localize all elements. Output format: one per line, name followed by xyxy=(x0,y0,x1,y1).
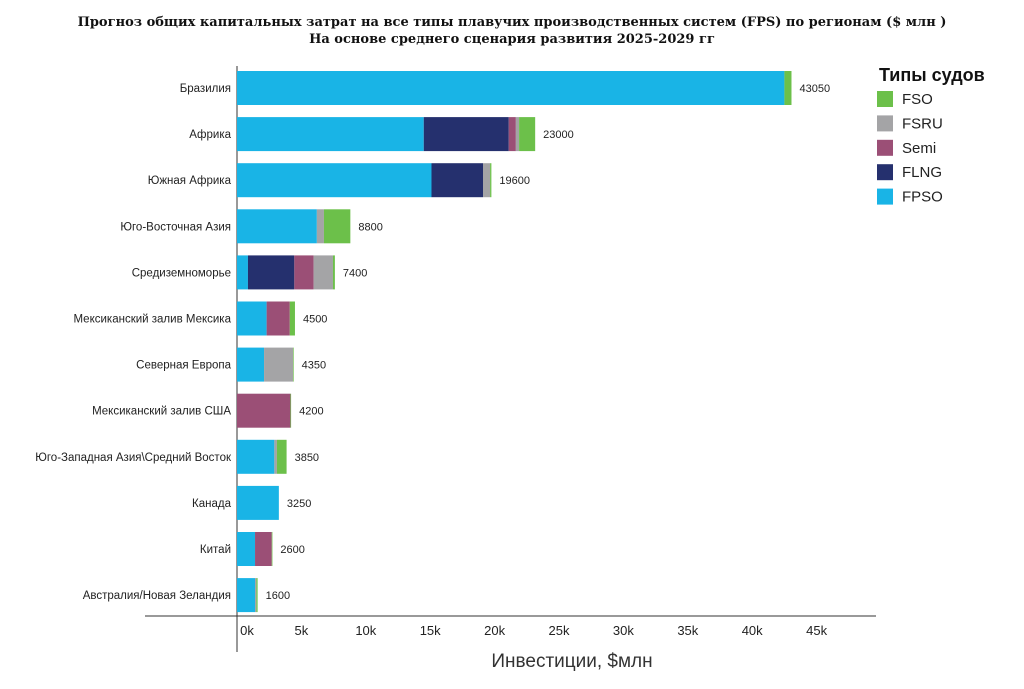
bar-segment-fsru xyxy=(483,163,491,198)
total-value-label: 43050 xyxy=(799,83,830,95)
chart-title-line1: Прогноз общих капитальных затрат на все … xyxy=(77,15,947,30)
category-label: Южная Африка xyxy=(148,175,232,187)
legend-swatch-fso xyxy=(877,91,893,107)
total-value-label: 8800 xyxy=(358,221,382,233)
bar-segment-flng xyxy=(431,163,484,198)
legend-label: Semi xyxy=(902,140,936,157)
x-tick-label: 40k xyxy=(742,623,763,638)
legend-swatch-flng xyxy=(877,164,893,181)
legend-swatch-fpso xyxy=(877,188,893,205)
bar-segment-fpso xyxy=(237,209,317,244)
total-value-label: 4500 xyxy=(303,314,327,326)
category-label: Мексиканский залив США xyxy=(92,406,231,418)
total-value-label: 3250 xyxy=(287,498,311,510)
x-tick-label: 25k xyxy=(549,623,570,638)
legend-label: FLNG xyxy=(902,164,942,181)
category-label: Австралия/Новая Зеландия xyxy=(83,590,231,602)
x-tick-label: 5k xyxy=(295,623,309,638)
category-label: Мексиканский залив Мексика xyxy=(73,314,231,326)
bar-segment-fpso xyxy=(237,578,256,613)
bar-segment-fso xyxy=(519,117,536,152)
total-value-label: 1600 xyxy=(266,590,290,602)
x-tick-label: 30k xyxy=(613,623,634,638)
legend-title: Типы судов xyxy=(879,65,985,85)
bar-segment-fsru xyxy=(316,209,324,244)
bar-segment-fpso xyxy=(237,347,265,382)
bar-segment-fsru xyxy=(515,117,520,152)
legend-swatch-fsru xyxy=(877,115,893,132)
x-tick-label: 45k xyxy=(806,623,827,638)
bar-segment-fso xyxy=(290,393,292,428)
bar-segment-flng xyxy=(423,117,509,152)
x-tick-label: 35k xyxy=(677,623,698,638)
legend-label: FSO xyxy=(902,91,933,108)
bar-segment-fsru xyxy=(274,439,277,474)
bar-segment-semi xyxy=(508,117,516,152)
bar-segment-fpso xyxy=(237,71,785,105)
bar-segment-fpso xyxy=(237,439,275,474)
bar-segment-fso xyxy=(323,209,351,244)
bar-segment-semi xyxy=(294,255,314,290)
bar-segment-fso xyxy=(289,301,295,336)
bar-segment-fpso xyxy=(237,255,248,290)
bar-segment-fpso xyxy=(237,163,432,198)
bar-segment-fsru xyxy=(255,578,257,613)
category-label: Канада xyxy=(192,498,232,510)
bar-segment-semi xyxy=(255,532,272,566)
category-label: Средиземноморье xyxy=(132,267,231,279)
bar-segment-fso xyxy=(271,532,273,566)
category-label: Бразилия xyxy=(180,83,231,95)
bar-segment-fsru xyxy=(264,347,294,382)
category-label: Китай xyxy=(200,544,231,556)
bar-segment-fso xyxy=(332,255,335,290)
x-tick-label: 10k xyxy=(355,623,376,638)
x-tick-label: 15k xyxy=(420,623,441,638)
legend-swatch-semi xyxy=(877,139,893,156)
category-label: Северная Европа xyxy=(136,360,231,372)
total-value-label: 3850 xyxy=(295,452,319,464)
bar-segment-semi xyxy=(266,301,290,336)
bar-segment-fso xyxy=(276,439,287,474)
bar-segment-fso xyxy=(293,347,294,382)
x-tick-label: 20k xyxy=(484,623,505,638)
x-tick-label: 0k xyxy=(240,623,254,638)
bar-segment-flng xyxy=(247,255,295,290)
total-value-label: 4350 xyxy=(302,360,326,372)
total-value-label: 2600 xyxy=(280,544,304,556)
total-value-label: 7400 xyxy=(343,267,367,279)
bar-segment-fpso xyxy=(237,117,424,152)
bar-segment-fso xyxy=(490,163,492,198)
bar-segment-fso xyxy=(784,71,792,105)
x-axis-title: Инвестиции, $млн xyxy=(491,651,652,672)
category-label: Юго-Западная Азия\Средний Восток xyxy=(35,452,232,464)
bar-segment-fsru xyxy=(313,255,333,290)
bar-segment-fpso xyxy=(237,485,279,520)
chart-title-line2: На основе среднего сценария развития 202… xyxy=(309,32,715,47)
total-value-label: 19600 xyxy=(499,175,530,187)
bar-segment-fpso xyxy=(237,532,256,566)
legend-label: FPSO xyxy=(902,189,943,206)
category-label: Юго-Восточная Азия xyxy=(120,221,231,233)
total-value-label: 4200 xyxy=(299,406,323,418)
bar-segment-fpso xyxy=(237,301,267,336)
total-value-label: 23000 xyxy=(543,129,574,141)
bar-segment-fso xyxy=(256,578,258,613)
category-label: Африка xyxy=(189,129,231,141)
legend-label: FSRU xyxy=(902,115,943,132)
bar-segment-semi xyxy=(237,393,291,428)
